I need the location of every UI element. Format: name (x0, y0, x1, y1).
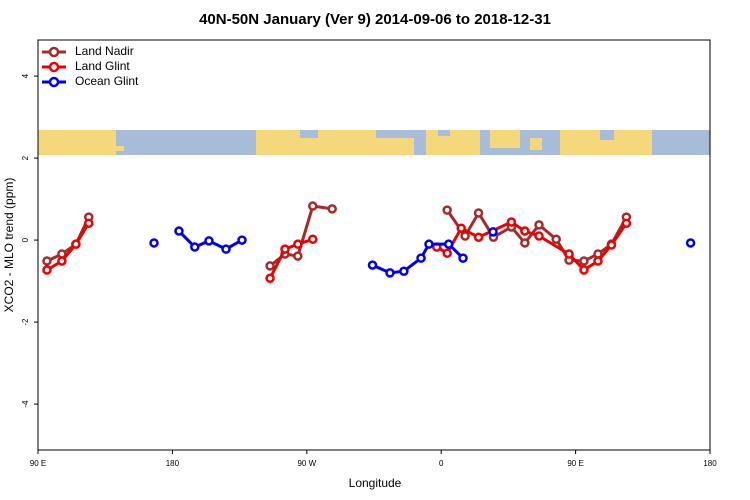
data-point (308, 234, 318, 245)
data-point (190, 242, 200, 252)
y-axis-label: XCO2 - MLO trend (ppm) (2, 178, 16, 313)
data-point (520, 238, 530, 248)
x-tick-label: 90 E (30, 459, 46, 468)
data-point (685, 238, 696, 248)
data-point (456, 223, 466, 233)
data-point (506, 217, 517, 227)
data-point (579, 256, 589, 266)
data-point (442, 205, 452, 215)
data-point (293, 251, 303, 261)
data-point (327, 204, 337, 214)
x-tick-label: 90 W (297, 459, 316, 468)
data-point (42, 265, 52, 275)
data-point (416, 253, 426, 263)
chart-title: 40N-50N January (Ver 9) 2014-09-06 to 20… (199, 11, 551, 28)
data-point (564, 249, 574, 259)
data-point (71, 239, 81, 249)
y-tick-label: 4 (21, 73, 30, 78)
data-point (442, 248, 452, 258)
legend-label: Ocean Glint (75, 74, 139, 88)
plot-frame (37, 39, 711, 451)
data-point (399, 266, 409, 276)
legend-marker (48, 76, 60, 88)
data-point (265, 261, 275, 271)
x-tick-label: 0 (439, 459, 444, 468)
data-point (534, 231, 544, 241)
data-point (579, 265, 589, 275)
legend-label: Land Glint (75, 59, 130, 73)
data-point (385, 268, 395, 278)
data-point (221, 244, 231, 254)
data-point (443, 239, 454, 249)
data-point (473, 208, 484, 218)
data-point (293, 239, 303, 249)
data-point (237, 235, 247, 245)
data-point (473, 232, 484, 242)
map-strip (38, 130, 710, 155)
data-point (174, 226, 184, 236)
data-point (42, 256, 52, 266)
data-point (551, 234, 561, 245)
legend-marker (48, 46, 60, 58)
x-tick-label: 90 E (567, 459, 583, 468)
y-tick-label: 2 (21, 155, 30, 160)
legend-label: Land Nadir (75, 44, 134, 58)
data-point (488, 227, 498, 237)
y-tick-label: -4 (21, 400, 30, 408)
data-point (593, 256, 603, 266)
legend-marker (48, 61, 60, 73)
data-point (280, 244, 290, 254)
data-point (367, 260, 378, 270)
y-tick-label: -2 (21, 318, 30, 326)
data-point (308, 201, 318, 211)
data-point (57, 256, 67, 266)
data-point (149, 238, 159, 248)
data-point (458, 253, 468, 263)
data-point (460, 231, 470, 241)
data-point (534, 220, 544, 230)
data-point (621, 218, 632, 229)
data-point (606, 240, 617, 250)
data-point (84, 218, 94, 229)
data-point (520, 226, 530, 236)
series-line (46, 220, 628, 279)
x-axis-label: Longitude (349, 476, 402, 490)
x-tick-label: 180 (703, 459, 717, 468)
data-point (424, 239, 434, 249)
x-tick-label: 180 (166, 459, 180, 468)
y-tick-label: 0 (21, 237, 30, 242)
data-point (265, 273, 275, 283)
data-point (204, 236, 214, 246)
